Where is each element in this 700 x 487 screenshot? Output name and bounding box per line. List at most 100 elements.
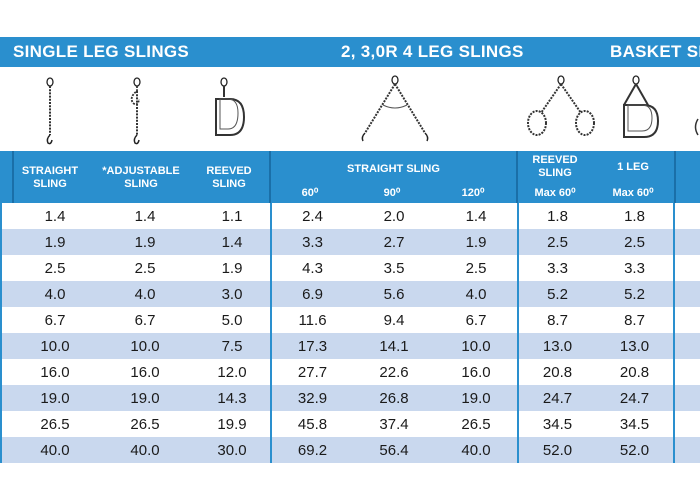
table-cell: 1.4 <box>14 203 96 229</box>
table-cell: 1.4 <box>435 203 518 229</box>
table-row: 16.0 16.0 12.0 27.7 22.6 16.0 20.8 20.8 <box>0 359 700 385</box>
table-cell: 8.7 <box>596 307 674 333</box>
table-cell: 56.4 <box>353 437 435 463</box>
table-cell: 19.0 <box>14 385 96 411</box>
table-cell: 26.5 <box>435 411 518 437</box>
section-title-bar: SINGLE LEG SLINGS 2, 3,0R 4 LEG SLINGS B… <box>0 37 700 67</box>
table-cell: 16.0 <box>14 359 96 385</box>
table-cell: 4.3 <box>270 255 353 281</box>
table-cell: 2.5 <box>517 229 596 255</box>
table-cell: 30.0 <box>194 437 271 463</box>
table-cell: 1.8 <box>596 203 674 229</box>
header-angle-90: 90⁰ <box>383 187 401 199</box>
table-cell: 6.7 <box>96 307 194 333</box>
reeved-sling-icon <box>215 77 246 136</box>
table-cell: 26.5 <box>96 411 194 437</box>
header-multi-straight-sling: STRAIGHT SLING <box>347 163 440 175</box>
cropped-icon <box>694 118 699 136</box>
header-basket-reeved-max: Max 60⁰ <box>534 187 576 199</box>
table-cell: 8.7 <box>517 307 596 333</box>
row-tail-cell <box>673 333 700 359</box>
table-cell: 11.6 <box>270 307 353 333</box>
row-tail-cell <box>673 385 700 411</box>
table-cell: 4.0 <box>14 281 96 307</box>
table-cell: 13.0 <box>596 333 674 359</box>
table-cell: 4.0 <box>96 281 194 307</box>
table-cell: 10.0 <box>96 333 194 359</box>
header-angle-60: 60⁰ <box>301 187 319 199</box>
row-tail-cell <box>673 281 700 307</box>
table-cell: 2.5 <box>96 255 194 281</box>
adjustable-sling-icon <box>130 77 141 145</box>
table-cell: 14.3 <box>194 385 271 411</box>
straight-sling-icon <box>46 77 54 145</box>
table-cell: 20.8 <box>517 359 596 385</box>
table-cell: 17.3 <box>270 333 353 359</box>
table-cell: 16.0 <box>435 359 518 385</box>
table-cell: 37.4 <box>353 411 435 437</box>
basket-title: BASKET SL <box>610 42 700 61</box>
row-lead-cell <box>0 203 14 229</box>
table-row: 1.4 1.4 1.1 2.4 2.0 1.4 1.8 1.8 <box>0 203 700 229</box>
row-lead-cell <box>0 411 14 437</box>
table-cell: 3.3 <box>270 229 353 255</box>
table-cell: 2.5 <box>596 229 674 255</box>
table-cell: 1.4 <box>194 229 271 255</box>
row-tail-cell <box>673 437 700 463</box>
table-cell: 1.9 <box>435 229 518 255</box>
table-cell: 6.9 <box>270 281 353 307</box>
table-cell: 22.6 <box>353 359 435 385</box>
table-row: 4.0 4.0 3.0 6.9 5.6 4.0 5.2 5.2 <box>0 281 700 307</box>
table-cell: 10.0 <box>14 333 96 359</box>
sling-icons-row <box>0 67 700 151</box>
row-tail-cell <box>673 255 700 281</box>
row-tail-cell <box>673 203 700 229</box>
table-row: 2.5 2.5 1.9 4.3 3.5 2.5 3.3 3.3 <box>0 255 700 281</box>
table-cell: 34.5 <box>517 411 596 437</box>
header-basket-1leg: 1 LEG <box>617 161 649 173</box>
table-cell: 10.0 <box>435 333 518 359</box>
table-cell: 6.7 <box>435 307 518 333</box>
table-cell: 13.0 <box>517 333 596 359</box>
table-cell: 19.9 <box>194 411 271 437</box>
table-cell: 2.0 <box>353 203 435 229</box>
table-cell: 4.0 <box>435 281 518 307</box>
row-lead-cell <box>0 437 14 463</box>
two-leg-sling-icon <box>361 75 429 142</box>
table-cell: 3.5 <box>353 255 435 281</box>
table-cell: 1.4 <box>96 203 194 229</box>
table-cell: 16.0 <box>96 359 194 385</box>
table-cell: 1.9 <box>96 229 194 255</box>
table-cell: 5.6 <box>353 281 435 307</box>
row-tail-cell <box>673 307 700 333</box>
table-row: 40.0 40.0 30.0 69.2 56.4 40.0 52.0 52.0 <box>0 437 700 463</box>
capacity-table: 1.4 1.4 1.1 2.4 2.0 1.4 1.8 1.8 1.9 1.9 1.4 3.3 2.7 1… <box>0 203 700 463</box>
table-cell: 24.7 <box>517 385 596 411</box>
table-cell: 5.0 <box>194 307 271 333</box>
table-cell: 2.5 <box>14 255 96 281</box>
header-adjustable-sling: *ADJUSTABLE SLING <box>102 165 180 190</box>
table-cell: 24.7 <box>596 385 674 411</box>
table-row: 1.9 1.9 1.4 3.3 2.7 1.9 2.5 2.5 <box>0 229 700 255</box>
table-cell: 6.7 <box>14 307 96 333</box>
table-cell: 1.1 <box>194 203 271 229</box>
row-lead-cell <box>0 385 14 411</box>
table-cell: 3.3 <box>596 255 674 281</box>
table-cell: 2.5 <box>435 255 518 281</box>
basket-sling-icon <box>527 75 595 136</box>
table-cell: 2.4 <box>270 203 353 229</box>
header-basket-reeved: REEVED SLING <box>532 154 578 179</box>
row-lead-cell <box>0 359 14 385</box>
table-cell: 52.0 <box>596 437 674 463</box>
table-cell: 5.2 <box>596 281 674 307</box>
table-cell: 1.9 <box>194 255 271 281</box>
table-row: 26.5 26.5 19.9 45.8 37.4 26.5 34.5 34.5 <box>0 411 700 437</box>
basket-one-leg-icon <box>623 75 660 138</box>
table-cell: 32.9 <box>270 385 353 411</box>
header-straight-sling: STRAIGHT SLING <box>21 165 79 190</box>
row-lead-cell <box>0 229 14 255</box>
table-cell: 69.2 <box>270 437 353 463</box>
header-angle-120: 120⁰ <box>461 187 485 199</box>
row-tail-cell <box>673 229 700 255</box>
row-lead-cell <box>0 281 14 307</box>
